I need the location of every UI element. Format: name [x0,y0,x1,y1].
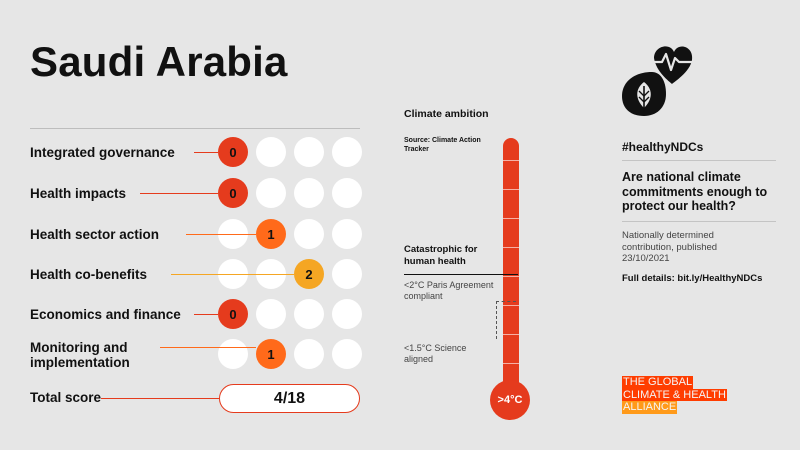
score-row: Health co-benefits 2 [30,259,370,295]
catastrophic-label: Catastrophic for human health [404,244,478,267]
score-row: Monitoring and implementation 1 [30,339,370,375]
divider [622,221,776,222]
alliance-logo-line-3: ALLIANCE [622,401,678,414]
score-dot-empty [332,137,362,167]
score-row: Health sector action 1 [30,219,370,255]
category-label: Health impacts [30,186,127,201]
source-note: Source: Climate Action Tracker [404,137,481,153]
thermometer-tick [503,247,519,248]
score-dot-filled: 0 [218,299,248,329]
alliance-logo: THE GLOBAL CLIMATE & HEALTH ALLIANCE [622,376,727,414]
score-dot-empty [256,137,286,167]
divider [30,128,360,129]
score-dots: 0 [218,178,363,210]
ndc-date: 23/10/2021 [622,253,670,264]
thermometer-tick [503,363,519,364]
alliance-logo-line-2: CLIMATE & HEALTH [622,388,727,401]
ndc-line-1: Nationally determined [622,230,714,241]
score-dot-filled: 2 [294,259,324,289]
hashtag: #healthyNDCs [622,140,704,154]
score-row: Economics and finance 0 [30,299,370,335]
row-connector [160,347,256,348]
thermometer-bulb: >4°C [490,380,530,420]
category-label: Health sector action [30,227,160,242]
thermometer-tube [503,138,519,388]
divider [622,160,776,161]
full-details-link[interactable]: Full details: bit.ly/HealthyNDCs [622,273,763,284]
paris-threshold-label: <2°C Paris Agreement compliant [404,280,494,301]
row-connector [186,234,256,235]
score-row: Health impacts 0 [30,178,370,214]
score-dots: 2 [218,259,363,291]
ndc-info: Nationally determined contribution, publ… [622,230,782,265]
score-dot-empty [294,219,324,249]
row-connector [170,274,294,275]
category-label: Health co-benefits [30,267,148,282]
score-dot-empty [332,219,362,249]
score-dot-filled: 1 [256,219,286,249]
score-dots: 1 [218,339,363,371]
score-row: Integrated governance 0 [30,137,370,173]
score-dot-filled: 0 [218,178,248,208]
science-threshold-label: <1.5°C Science aligned [404,343,467,364]
score-dot-filled: 0 [218,137,248,167]
thermometer-tick [503,305,519,306]
thermometer-tick [503,334,519,335]
score-dot-empty [332,259,362,289]
thermometer-tick [503,218,519,219]
thermometer-tick [503,189,519,190]
category-label: Monitoring and implementation [30,340,130,370]
score-dot-empty [332,178,362,208]
row-connector [140,193,218,194]
total-score-value: 4/18 [219,384,360,413]
ndc-line-2: contribution, published [622,241,718,253]
score-dot-empty [294,299,324,329]
total-score-label: Total score [30,390,102,405]
score-dot-empty [294,137,324,167]
score-dot-empty [294,339,324,369]
score-dot-empty [218,339,248,369]
row-connector [193,152,218,153]
thermometer-tick [503,276,519,277]
score-dot-empty [332,339,362,369]
category-label: Integrated governance [30,145,175,160]
catastrophic-threshold-line [404,274,518,275]
threshold-dash-vertical [496,301,497,339]
score-dot-empty [256,178,286,208]
thermometer-tick [503,160,519,161]
heart-leaf-drop-icon [622,46,693,116]
total-score-connector [101,398,220,399]
score-dot-empty [332,299,362,329]
category-label: Economics and finance [30,307,181,322]
score-dot-filled: 1 [256,339,286,369]
score-dots: 0 [218,299,363,331]
score-dot-empty [294,178,324,208]
key-question: Are national climate commitments enough … [622,170,768,213]
score-dot-empty [256,299,286,329]
row-connector [193,314,218,315]
paris-threshold-dash [496,301,516,302]
climate-ambition-title: Climate ambition [404,108,489,120]
score-dots: 0 [218,137,363,169]
alliance-logo-line-1: THE GLOBAL [622,376,694,389]
score-dots: 1 [218,219,363,251]
country-title: Saudi Arabia [30,38,288,85]
